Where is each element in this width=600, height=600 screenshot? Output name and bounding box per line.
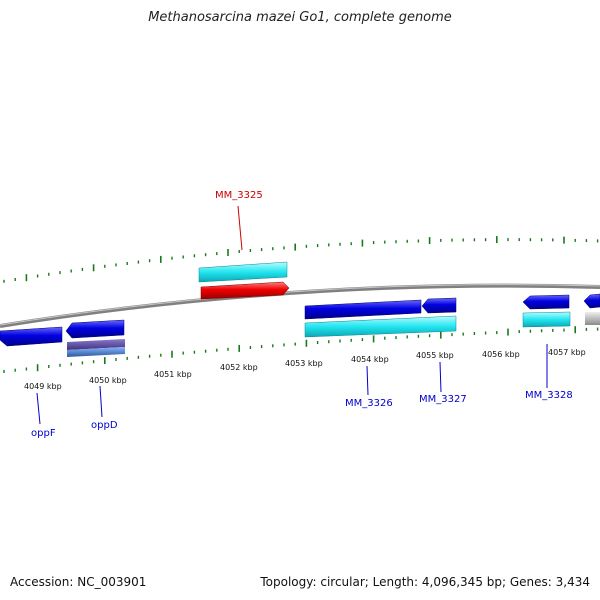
kbp-label: 4057 kbp (548, 348, 586, 357)
gene-labels: oppF oppD MM_3325 MM_3326 MM_3327 MM_332… (31, 190, 573, 439)
label-oppD[interactable]: oppD (91, 420, 118, 431)
gene-right-edge-gray[interactable] (585, 312, 600, 325)
kbp-label: 4049 kbp (24, 382, 62, 391)
kbp-label: 4055 kbp (416, 351, 454, 360)
gene-mm3325-cyan[interactable] (198, 261, 288, 283)
leader-oppD (99, 385, 103, 418)
accession-label: Accession: NC_003901 (10, 575, 147, 589)
kbp-label: 4052 kbp (220, 363, 258, 372)
label-mm3327[interactable]: MM_3327 (419, 394, 467, 405)
gene-label-leaders (36, 205, 548, 425)
gene-mm3328[interactable] (522, 294, 570, 310)
label-mm3328[interactable]: MM_3328 (525, 390, 573, 401)
label-mm3326[interactable]: MM_3326 (345, 398, 393, 409)
leader-mm3326 (366, 365, 369, 396)
gene-features (0, 261, 600, 357)
gene-mm3325[interactable] (200, 281, 290, 300)
gene-mm3327[interactable] (421, 297, 457, 314)
outer-tick-ring (3, 236, 599, 283)
genome-backbone-highlight (0, 284, 600, 326)
gene-mm3326-cyan[interactable] (304, 315, 457, 338)
genome-summary: Topology: circular; Length: 4,096,345 bp… (260, 575, 590, 589)
gene-oppF[interactable] (0, 326, 63, 347)
gene-opp-purple[interactable] (67, 339, 125, 350)
kbp-label: 4050 kbp (89, 376, 127, 385)
gene-right-edge[interactable] (583, 293, 600, 309)
gene-mm3328-cyan[interactable] (522, 311, 571, 328)
label-oppF[interactable]: oppF (31, 428, 56, 439)
gene-oppD[interactable] (65, 319, 125, 339)
genome-backbone (0, 283, 600, 328)
gene-opp-steel[interactable] (67, 347, 125, 357)
kbp-label: 4051 kbp (154, 370, 192, 379)
kbp-label: 4056 kbp (482, 350, 520, 359)
genome-title: Methanosarcina mazei Go1, complete genom… (148, 10, 452, 25)
kbp-label: 4054 kbp (351, 355, 389, 364)
kbp-scale-labels: 4049 kbp 4050 kbp 4051 kbp 4052 kbp 4053… (24, 348, 586, 391)
leader-mm3325 (237, 205, 243, 251)
leader-oppF (36, 392, 41, 425)
leader-mm3327 (439, 361, 442, 393)
label-mm3325[interactable]: MM_3325 (215, 190, 263, 201)
gene-mm3326[interactable] (304, 299, 422, 320)
kbp-label: 4053 kbp (285, 359, 323, 368)
inner-tick-ring (3, 326, 599, 373)
